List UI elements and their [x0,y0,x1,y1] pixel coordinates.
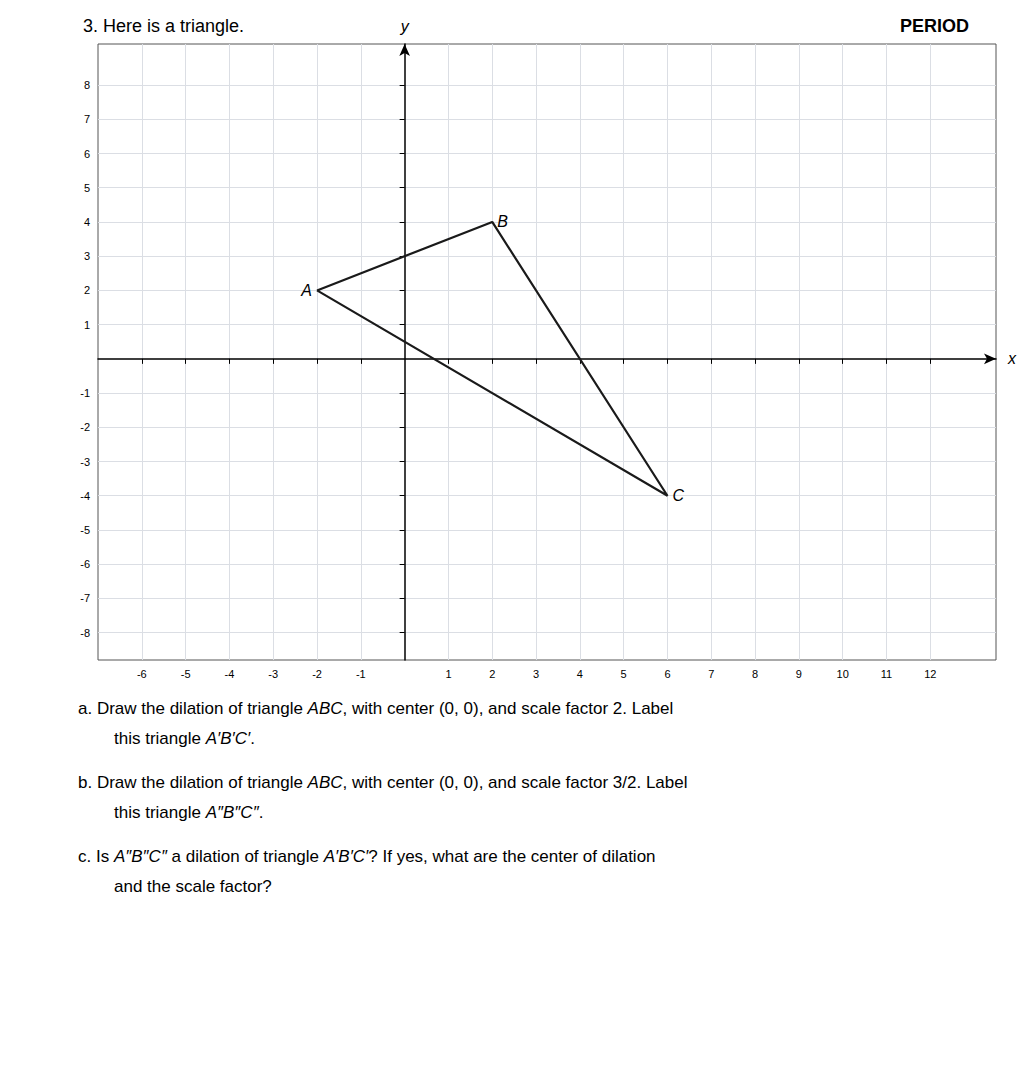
svg-text:2: 2 [489,668,495,680]
svg-text:y: y [400,18,410,35]
svg-text:6: 6 [84,148,90,160]
svg-text:4: 4 [577,668,583,680]
svg-text:8: 8 [752,668,758,680]
svg-text:-5: -5 [80,524,90,536]
svg-text:6: 6 [664,668,670,680]
svg-text:b. Draw the dilation of triang: b. Draw the dilation of triangle [78,773,308,792]
svg-text:3. Here is a triangle.: 3. Here is a triangle. [83,16,244,36]
svg-text:A″B″C″: A″B″C″ [113,847,168,866]
svg-text:5: 5 [84,182,90,194]
svg-text:-2: -2 [312,668,322,680]
svg-text:-3: -3 [80,456,90,468]
svg-text:-1: -1 [356,668,366,680]
svg-text:this triangle: this triangle [114,729,206,748]
svg-text:11: 11 [881,668,892,680]
svg-text:c. Is: c. Is [78,847,114,866]
svg-text:ABC: ABC [307,773,344,792]
svg-text:2: 2 [84,284,90,296]
svg-text:8: 8 [84,79,90,91]
svg-text:? If yes, what are the center: ? If yes, what are the center of dilatio… [368,847,655,866]
svg-text:-8: -8 [80,627,90,639]
svg-text:B: B [497,213,508,230]
svg-text:A′B′C′: A′B′C′ [205,729,251,748]
svg-text:a dilation of triangle: a dilation of triangle [167,847,324,866]
svg-text:A″B″C″: A″B″C″ [205,803,260,822]
svg-text:, with center (0, 0), and scal: , with center (0, 0), and scale factor 3… [343,773,688,792]
svg-text:4: 4 [84,216,90,228]
svg-text:A: A [300,282,312,299]
svg-text:A′B′C′: A′B′C′ [323,847,369,866]
svg-text:.: . [259,803,264,822]
svg-text:1: 1 [84,319,90,331]
svg-text:and the scale factor?: and the scale factor? [114,877,272,896]
svg-text:9: 9 [796,668,802,680]
svg-text:7: 7 [708,668,714,680]
svg-text:PERIOD: PERIOD [900,16,969,36]
svg-text:.: . [250,729,255,748]
svg-text:-3: -3 [268,668,278,680]
svg-text:-5: -5 [181,668,191,680]
svg-text:, with center (0, 0), and scal: , with center (0, 0), and scale factor 2… [343,699,674,718]
svg-text:a. Draw the dilation of triang: a. Draw the dilation of triangle [78,699,308,718]
svg-text:this triangle: this triangle [114,803,206,822]
svg-text:12: 12 [924,668,936,680]
svg-text:3: 3 [533,668,539,680]
svg-text:10: 10 [837,668,849,680]
svg-text:-4: -4 [80,490,90,502]
svg-text:5: 5 [621,668,627,680]
svg-text:-1: -1 [80,387,90,399]
svg-text:3: 3 [84,250,90,262]
svg-text:7: 7 [84,113,90,125]
svg-text:-2: -2 [80,421,90,433]
svg-text:ABC: ABC [307,699,344,718]
svg-text:C: C [672,487,684,504]
svg-text:-6: -6 [80,558,90,570]
svg-text:x: x [1007,350,1017,367]
svg-text:-7: -7 [80,592,90,604]
svg-text:-4: -4 [225,668,235,680]
svg-text:1: 1 [445,668,451,680]
svg-text:-6: -6 [137,668,147,680]
